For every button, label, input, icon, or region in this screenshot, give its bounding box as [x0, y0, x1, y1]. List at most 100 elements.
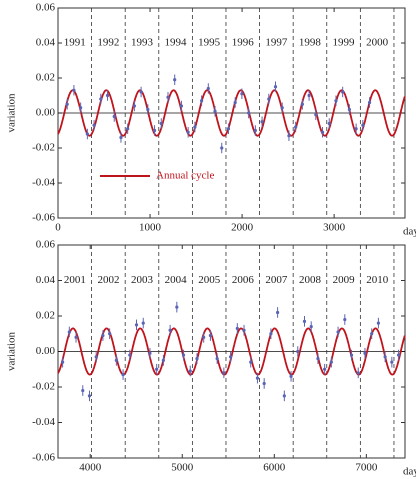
data-point — [114, 358, 118, 362]
data-point — [119, 135, 123, 140]
data-point — [65, 102, 69, 106]
data-point — [296, 349, 300, 354]
y-tick-label: -0.04 — [32, 177, 55, 189]
data-point — [188, 369, 192, 373]
data-point — [134, 323, 139, 327]
data-point — [228, 355, 233, 359]
data-point — [215, 357, 219, 361]
year-label: 1995 — [198, 37, 221, 49]
data-point — [87, 394, 92, 398]
data-point — [179, 104, 184, 108]
year-label: 2004 — [165, 274, 188, 286]
data-point — [61, 360, 65, 364]
year-label: 2008 — [299, 274, 322, 286]
year-label: 1994 — [165, 37, 188, 49]
year-label: 1998 — [299, 37, 322, 49]
data-point — [202, 335, 206, 339]
data-point — [152, 128, 157, 133]
y-tick-label: -0.04 — [32, 416, 55, 428]
year-label: 2007 — [265, 274, 288, 286]
y-tick-label: -0.02 — [32, 142, 55, 154]
year-label: 2009 — [333, 274, 356, 286]
x-tick-label: 6000 — [263, 462, 286, 474]
data-point — [249, 360, 253, 364]
data-point — [199, 99, 204, 103]
year-label: 2005 — [198, 274, 221, 286]
y-tick-label: 0.02 — [36, 72, 55, 84]
data-point — [168, 328, 172, 332]
data-point — [289, 374, 293, 378]
data-point — [347, 107, 352, 112]
data-point — [262, 381, 266, 386]
data-point — [79, 106, 83, 110]
data-point — [94, 355, 98, 359]
x-tick-label: 7000 — [355, 462, 378, 474]
y-tick-label: 0.00 — [36, 345, 56, 357]
data-point — [222, 371, 226, 375]
data-point — [253, 128, 257, 133]
data-point — [247, 111, 251, 115]
data-point — [108, 332, 112, 336]
x-tick-label: 4000 — [79, 462, 102, 474]
data-point — [112, 114, 116, 119]
data-point — [220, 146, 224, 150]
data-point — [92, 123, 96, 127]
data-point — [341, 90, 345, 94]
data-point — [327, 121, 331, 126]
year-label: 2002 — [97, 274, 119, 286]
data-point — [334, 99, 338, 103]
data-point — [383, 355, 387, 359]
data-point — [282, 394, 286, 398]
data-point — [132, 104, 136, 108]
data-point — [208, 333, 213, 338]
data-point — [148, 351, 152, 355]
data-point — [173, 78, 177, 82]
data-point — [74, 335, 78, 339]
data-point — [302, 319, 307, 323]
data-point — [367, 100, 372, 105]
data-point — [99, 97, 103, 101]
data-point — [166, 95, 170, 99]
data-point — [242, 328, 246, 332]
y-axis-label: variation — [6, 331, 18, 371]
year-label: 1992 — [97, 37, 119, 49]
data-point — [175, 305, 179, 309]
data-point — [105, 93, 110, 98]
data-point — [320, 130, 325, 134]
data-point — [356, 371, 360, 375]
year-label: 2001 — [64, 274, 86, 286]
data-point — [307, 93, 311, 98]
y-tick-label: 0.06 — [36, 2, 56, 14]
year-label: 1999 — [333, 37, 356, 49]
data-point — [336, 330, 340, 334]
data-point — [349, 353, 354, 357]
data-point — [294, 125, 298, 129]
data-point — [309, 325, 313, 329]
data-point — [269, 332, 273, 336]
y-tick-label: 0.00 — [36, 107, 56, 119]
year-label: 1993 — [131, 37, 154, 49]
data-point — [316, 357, 320, 361]
data-point — [363, 351, 367, 355]
data-point — [126, 127, 130, 131]
y-tick-label: 0.02 — [36, 310, 55, 322]
data-point — [267, 97, 271, 101]
data-point — [139, 90, 143, 94]
data-point — [329, 360, 333, 364]
data-point — [161, 358, 165, 362]
y-tick-label: 0.04 — [36, 274, 56, 286]
data-point — [255, 376, 260, 380]
y-tick-label: -0.06 — [32, 212, 55, 224]
data-point — [280, 106, 284, 110]
data-point — [85, 132, 89, 136]
data-point — [81, 388, 85, 393]
data-point — [396, 353, 401, 357]
data-point — [195, 357, 199, 361]
data-point — [141, 321, 145, 325]
x-tick-label: 1000 — [139, 222, 162, 234]
x-tick-label: 0 — [55, 222, 61, 234]
year-label: 2006 — [232, 274, 255, 286]
data-point — [287, 134, 291, 138]
data-point — [155, 367, 159, 371]
